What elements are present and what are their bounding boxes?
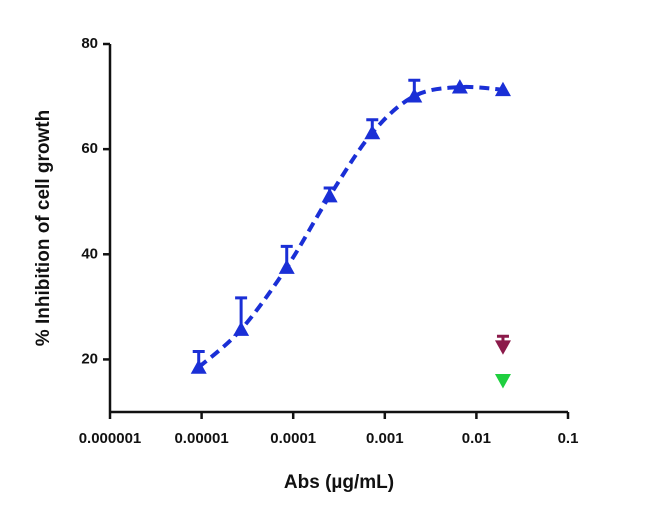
- x-tick-label: 0.001: [366, 430, 404, 447]
- marker: [364, 124, 381, 140]
- marker: [406, 88, 423, 103]
- marker: [494, 340, 511, 355]
- fit-line: [197, 84, 504, 369]
- marker: [451, 79, 468, 94]
- x-tick-label: 0.000001: [79, 430, 142, 447]
- marker: [190, 359, 207, 374]
- marker: [494, 374, 511, 389]
- marker: [494, 81, 511, 97]
- marker: [233, 321, 250, 336]
- marker: [321, 187, 338, 203]
- x-tick-label: 0.01: [462, 430, 491, 447]
- y-axis-title: % Inhibition of cell growth: [33, 110, 54, 346]
- y-tick-label: 80: [81, 35, 98, 52]
- y-tick-label: 60: [81, 140, 98, 157]
- x-axis-title: Abs (µg/mL): [284, 472, 394, 493]
- x-tick-label: 0.0001: [270, 430, 316, 447]
- marker: [278, 259, 295, 274]
- x-tick-label: 0.1: [558, 430, 579, 447]
- y-tick-label: 20: [81, 350, 98, 367]
- x-tick-label: 0.00001: [174, 430, 228, 447]
- y-tick-label: 40: [81, 245, 98, 262]
